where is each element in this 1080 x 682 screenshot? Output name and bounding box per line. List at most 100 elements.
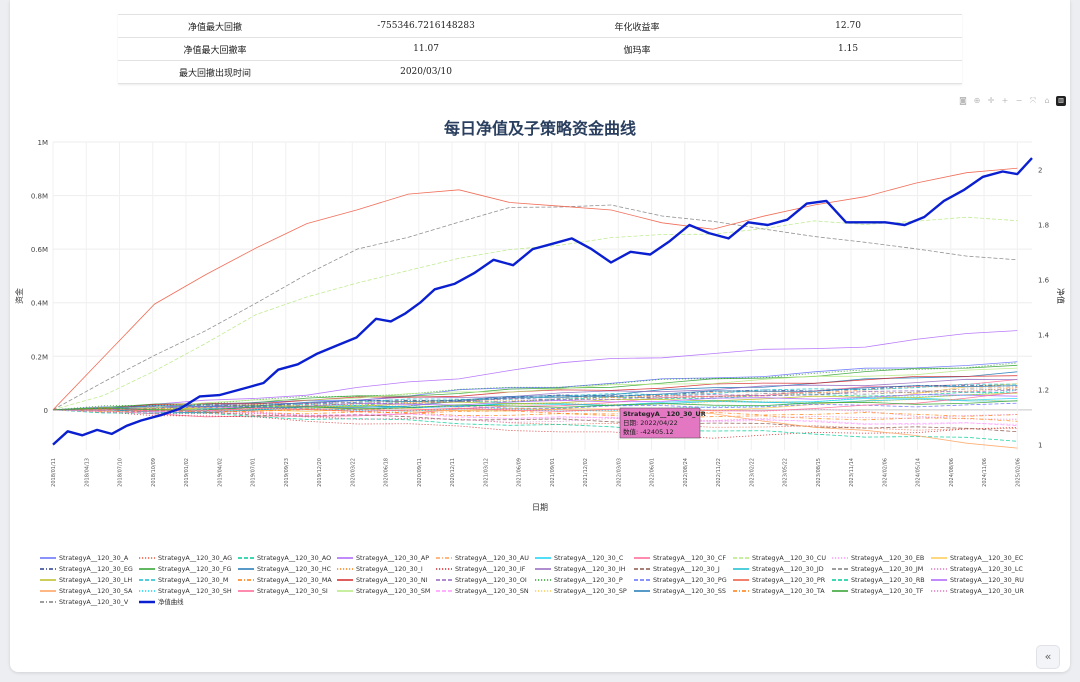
legend-swatch — [436, 556, 452, 559]
legend-item[interactable]: StrategyA__120_30_AU — [436, 553, 535, 562]
legend-item[interactable]: StrategyA__120_30_SM — [337, 586, 436, 595]
legend-swatch — [535, 578, 551, 581]
zoom-icon[interactable]: ⊕ — [973, 96, 981, 105]
legend-item[interactable]: StrategyA__120_30_CU — [733, 553, 832, 562]
legend-item[interactable]: StrategyA__120_30_TA — [733, 586, 832, 595]
legend-swatch — [436, 589, 452, 592]
legend-item[interactable]: StrategyA__120_30_RU — [931, 575, 1030, 584]
series-line-strategya-120-30-pr — [52, 167, 1018, 411]
legend-item[interactable]: StrategyA__120_30_SS — [634, 586, 733, 595]
legend-item[interactable]: StrategyA__120_30_LH — [40, 575, 139, 584]
legend-swatch — [40, 578, 56, 581]
x-tick-label: 2022/11/22 — [716, 458, 722, 487]
autoscale-icon[interactable]: ⤧ — [1029, 96, 1037, 105]
legend-label: StrategyA__120_30_C — [554, 553, 624, 562]
legend-item[interactable]: StrategyA__120_30_EC — [931, 553, 1030, 562]
legend-item[interactable]: StrategyA__120_30_A — [40, 553, 139, 562]
legend-item[interactable]: 净值曲线 — [139, 597, 238, 606]
legend-item[interactable]: StrategyA__120_30_SI — [238, 586, 337, 595]
x-tick-label: 2024/05/14 — [916, 458, 922, 487]
zoom-in-icon[interactable]: + — [1001, 96, 1009, 105]
legend-label: StrategyA__120_30_LH — [59, 575, 133, 584]
legend-item[interactable]: StrategyA__120_30_IH — [535, 564, 634, 573]
legend-item[interactable]: StrategyA__120_30_LC — [931, 564, 1030, 573]
tooltip-series: StrategyA__120_30_UR — [623, 410, 706, 418]
legend-item[interactable]: StrategyA__120_30_AP — [337, 553, 436, 562]
legend-swatch — [337, 556, 353, 559]
series-line-strategya-120-30-j — [52, 409, 1018, 433]
legend-label: StrategyA__120_30_JD — [752, 564, 824, 573]
legend-item[interactable]: StrategyA__120_30_EB — [832, 553, 931, 562]
stat-label: 净值最大回撤率 — [118, 37, 313, 61]
legend-swatch — [832, 589, 848, 592]
home-icon[interactable]: ⌂ — [1044, 96, 1050, 105]
stat-label: 年化收益率 — [539, 14, 735, 38]
y2-tick-label: 1.4 — [1038, 332, 1050, 340]
legend-item[interactable]: StrategyA__120_30_JD — [733, 564, 832, 573]
x-tick-label: 2020/03/22 — [350, 458, 356, 487]
stats-row: 净值最大回撤率 11.07 伽玛率 1.15 — [118, 37, 962, 61]
legend-item[interactable]: StrategyA__120_30_SH — [139, 586, 238, 595]
legend-item[interactable]: StrategyA__120_30_NI — [337, 575, 436, 584]
y2-tick-label: 1.8 — [1038, 222, 1049, 230]
legend-swatch — [733, 589, 749, 592]
legend-item[interactable]: StrategyA__120_30_SP — [535, 586, 634, 595]
series-line-strategya-120-30-sm — [52, 367, 1018, 411]
tooltip-date: 日期: 2022/04/22 — [623, 419, 678, 427]
legend-item[interactable]: StrategyA__120_30_TF — [832, 586, 931, 595]
tooltip-value: 数值: -42405.12 — [623, 427, 674, 436]
legend-item[interactable]: StrategyA__120_30_MA — [238, 575, 337, 584]
main-net-value-line — [52, 157, 1033, 446]
legend-item[interactable]: StrategyA__120_30_I — [337, 564, 436, 573]
legend-label: StrategyA__120_30_TF — [851, 586, 924, 595]
x-tick-label: 2020/06/18 — [384, 458, 390, 487]
legend-item[interactable]: StrategyA__120_30_OI — [436, 575, 535, 584]
legend-swatch — [634, 589, 650, 592]
legend-label: StrategyA__120_30_OI — [455, 575, 527, 584]
plotly-logo-icon[interactable]: ▥ — [1056, 96, 1066, 106]
legend-item[interactable]: StrategyA__120_30_IF — [436, 564, 535, 573]
zoom-out-icon[interactable]: − — [1015, 96, 1023, 105]
legend-item[interactable]: StrategyA__120_30_P — [535, 575, 634, 584]
legend-item[interactable]: StrategyA__120_30_CF — [634, 553, 733, 562]
legend-item[interactable]: StrategyA__120_30_AG — [139, 553, 238, 562]
chart-modebar: ◙ ⊕ ✛ + − ⤧ ⌂ ▥ — [958, 96, 1066, 106]
legend-label: StrategyA__120_30_CF — [653, 553, 727, 562]
collapse-button[interactable]: « — [1036, 645, 1060, 669]
legend-item[interactable]: StrategyA__120_30_SA — [40, 586, 139, 595]
legend-swatch — [931, 556, 947, 559]
legend-item[interactable]: StrategyA__120_30_PR — [733, 575, 832, 584]
legend-item[interactable]: StrategyA__120_30_HC — [238, 564, 337, 573]
x-tick-label: 2022/06/01 — [650, 458, 656, 487]
series-line-strategya-120-30-ao — [52, 391, 1018, 411]
legend-item[interactable]: StrategyA__120_30_SN — [436, 586, 535, 595]
legend-label: StrategyA__120_30_M — [158, 575, 229, 584]
camera-icon[interactable]: ◙ — [959, 96, 967, 105]
legend-item[interactable]: StrategyA__120_30_EG — [40, 564, 139, 573]
legend-swatch — [238, 589, 254, 592]
legend-item[interactable]: StrategyA__120_30_J — [634, 564, 733, 573]
legend-label: StrategyA__120_30_TA — [752, 586, 825, 595]
pan-icon[interactable]: ✛ — [987, 96, 995, 105]
legend-label: StrategyA__120_30_UR — [950, 586, 1024, 595]
legend-item[interactable]: StrategyA__120_30_C — [535, 553, 634, 562]
legend-swatch — [832, 578, 848, 581]
series-line-strategya-120-30-ru — [52, 394, 1018, 411]
legend-item[interactable]: StrategyA__120_30_AO — [238, 553, 337, 562]
legend-swatch — [535, 567, 551, 570]
x-tick-label: 2023/08/15 — [816, 458, 822, 487]
series-line-strategya-120-30-oi — [52, 389, 1018, 411]
legend-item[interactable]: StrategyA__120_30_FG — [139, 564, 238, 573]
legend-item[interactable]: StrategyA__120_30_V — [40, 597, 139, 606]
legend-swatch — [436, 567, 452, 570]
legend-item[interactable]: StrategyA__120_30_RB — [832, 575, 931, 584]
series-line-strategya-120-30-pg — [52, 402, 1018, 412]
legend-item[interactable]: StrategyA__120_30_UR — [931, 586, 1030, 595]
legend-swatch — [40, 567, 56, 570]
legend-item[interactable]: StrategyA__120_30_M — [139, 575, 238, 584]
legend-label: StrategyA__120_30_AG — [158, 553, 233, 562]
stat-label: 伽玛率 — [539, 37, 735, 61]
legend-item[interactable]: StrategyA__120_30_PG — [634, 575, 733, 584]
legend-item[interactable]: StrategyA__120_30_JM — [832, 564, 931, 573]
